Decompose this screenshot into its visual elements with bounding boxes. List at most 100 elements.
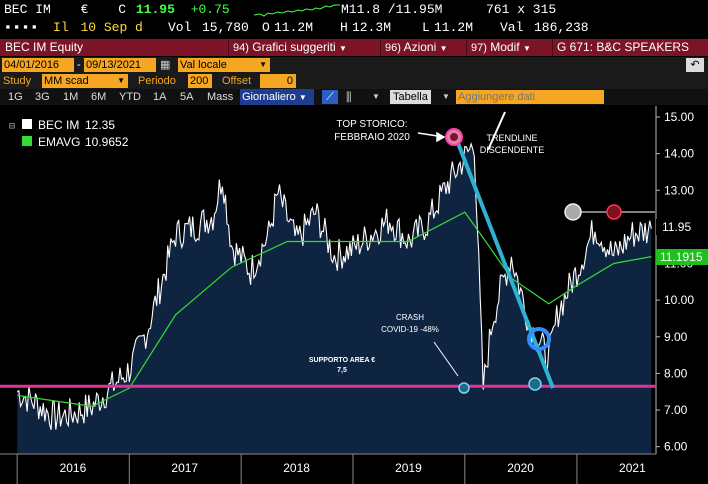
ema-price-tag: 11.1915 <box>656 249 708 265</box>
x-axis: 2016 2017 2018 2019 2020 2021 <box>0 453 656 484</box>
y-tick-label: 9.00 <box>664 330 688 344</box>
dropdown-arrow-icon: ▼ <box>522 44 531 53</box>
study-label: Study <box>3 75 32 87</box>
x-tick-label: 2016 <box>60 461 87 475</box>
x-tick-label: 2020 <box>507 461 534 475</box>
legend-swatch-ema <box>22 136 32 146</box>
calendar-icon[interactable]: ▦ <box>160 59 171 71</box>
breakout-marker <box>527 327 551 351</box>
bid-ask-size: 761 x 315 <box>486 2 557 17</box>
legend-value-ema: 10.9652 <box>85 135 129 149</box>
group-label[interactable]: G 671: B&C SPEAKERS <box>552 39 708 56</box>
high-label: H <box>340 20 348 35</box>
y-tick-label: 15.00 <box>664 110 694 124</box>
resistance-marker-red <box>606 204 622 220</box>
trendline <box>454 137 555 389</box>
date-from-field[interactable]: 04/01/2016 <box>2 58 74 72</box>
actions-button[interactable]: 96) Azioni ▼ <box>380 39 448 56</box>
x-tick-label: 2021 <box>619 461 646 475</box>
suggested-charts-button[interactable]: 94) Grafici suggeriti ▼ <box>228 39 378 56</box>
range-ytd-button[interactable]: YTD <box>119 91 141 103</box>
security-bar: BEC IM Equity 94) Grafici suggeriti ▼ 96… <box>0 39 708 56</box>
bid-ask: M11.8 /11.95M <box>341 2 443 17</box>
high-value: 12.3M <box>352 20 392 35</box>
dropdown-arrow-icon[interactable]: ▼ <box>442 92 450 101</box>
last-price: 11.95 <box>135 2 175 17</box>
dropdown-arrow-icon[interactable]: ▼ <box>372 92 380 101</box>
period-select-value: Giornaliero <box>242 91 296 103</box>
low-label: L <box>422 20 430 35</box>
crash-low-marker <box>458 382 470 394</box>
ticker-dots: ▪▪▪▪ <box>4 20 40 35</box>
open-label: O <box>262 20 270 35</box>
x-tick-label: 2018 <box>283 461 310 475</box>
range-3d-button[interactable]: 3G <box>35 91 50 103</box>
volume-label: Vol <box>168 20 192 35</box>
button-number: 97) <box>471 42 487 54</box>
volume-value: 15,780 <box>202 20 249 35</box>
legend-collapse-icon[interactable]: ⊟ <box>9 122 15 133</box>
candlestick-icon[interactable]: ⫼ <box>346 90 352 104</box>
ticker-strip: BEC IM € C 11.95 +0.75 M11.8 /11.95M 761… <box>0 0 708 38</box>
currency-select-value: Val locale <box>180 59 227 71</box>
add-data-input[interactable] <box>456 90 604 104</box>
reset-arrow-icon[interactable]: ↶ <box>686 58 704 72</box>
date-to-field[interactable]: 09/13/2021 <box>84 58 156 72</box>
security-title[interactable]: BEC IM Equity <box>2 39 224 56</box>
sparkline-icon <box>254 4 340 17</box>
annotation-top: TOP STORICO: FEBBRAIO 2020 <box>334 119 410 143</box>
offset-label: Offset <box>222 75 252 87</box>
button-label: Grafici suggeriti <box>252 40 336 54</box>
table-button[interactable]: Tabella <box>390 90 431 104</box>
range-1d-button[interactable]: 1G <box>8 91 23 103</box>
x-tick-label: 2019 <box>395 461 422 475</box>
quote-date: 10 Sep d <box>80 20 143 35</box>
legend: ⊟ BEC IM 12.35 EMAVG 10.9652 <box>9 118 129 149</box>
y-tick-label: 14.00 <box>664 147 694 161</box>
top-marker-inner <box>450 133 458 141</box>
y-tick-label: 6.00 <box>664 440 688 454</box>
low-value: 11.2M <box>434 20 474 35</box>
study-select-value: MM scad <box>44 75 89 87</box>
y-tick-label: 10.00 <box>664 293 694 307</box>
period-select[interactable]: Giornaliero ▼ <box>240 89 314 105</box>
currency-select[interactable]: Val locale ▼ <box>178 58 270 72</box>
period-field[interactable]: 200 <box>188 74 212 88</box>
y-tick-label: 8.00 <box>664 366 688 380</box>
range-6m-button[interactable]: 6M <box>91 91 107 103</box>
dropdown-arrow-icon: ▼ <box>338 44 347 53</box>
date-separator: - <box>77 59 81 71</box>
arrow-trendline <box>487 111 506 151</box>
dropdown-arrow-icon: ▼ <box>259 60 267 69</box>
arrow-top-head <box>436 131 446 143</box>
study-select[interactable]: MM scad ▼ <box>42 74 128 88</box>
button-label: Modif <box>490 40 520 54</box>
last-price-tag-text: 11.95 <box>662 220 691 234</box>
ticker-currency: € <box>80 2 89 17</box>
range-5y-button[interactable]: 5A <box>180 91 194 103</box>
range-toolbar: 1G 3G 1M 6M YTD 1A 5A Mass Giornaliero ▼… <box>0 89 708 105</box>
button-label: Azioni <box>403 40 437 54</box>
ticker-symbol: BEC IM <box>4 2 51 17</box>
legend-name-ema: EMAVG <box>38 135 80 149</box>
range-1m-button[interactable]: 1M <box>63 91 79 103</box>
annotation-trendline: TRENDLINE DISCENDENTE <box>480 133 545 155</box>
price-line <box>16 142 652 430</box>
arrow-crash <box>433 341 459 377</box>
period-label: Periodo <box>138 75 176 87</box>
dropdown-arrow-icon: ▼ <box>439 44 448 53</box>
range-1y-button[interactable]: 1A <box>153 91 167 103</box>
modify-button[interactable]: 97) Modif ▼ <box>466 39 550 56</box>
dropdown-arrow-icon: ▼ <box>117 76 125 85</box>
last-prefix: C <box>118 2 127 17</box>
line-chart-icon[interactable]: ⟋ <box>322 90 338 104</box>
study-row: Study MM scad ▼ Periodo 200 Offset 0 <box>0 73 708 89</box>
ema-price-tag-text: 11.1915 <box>660 250 703 264</box>
second-low-marker <box>528 377 542 391</box>
date-prefix: Il <box>53 20 69 35</box>
y-tick-label: 7.00 <box>664 403 688 417</box>
range-max-button[interactable]: Mass <box>207 91 234 103</box>
offset-field[interactable]: 0 <box>260 74 296 88</box>
val-value: 186,238 <box>534 20 589 35</box>
legend-name-price: BEC IM <box>38 118 79 132</box>
